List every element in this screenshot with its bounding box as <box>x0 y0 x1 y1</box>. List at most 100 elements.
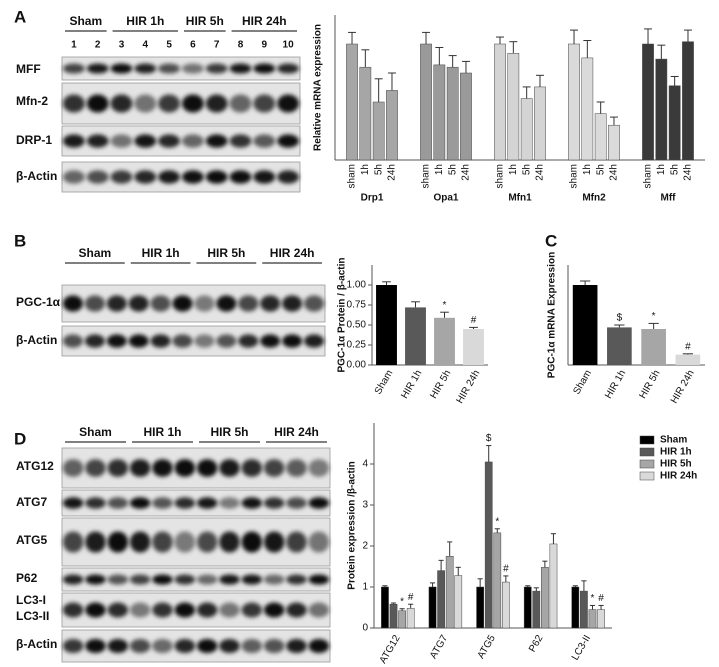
blot-band <box>308 638 330 654</box>
y-tick-label: 0 <box>362 623 368 634</box>
blot-band <box>107 497 129 509</box>
x-tick-label: Drp1 <box>361 193 384 204</box>
blot-band <box>277 63 300 74</box>
y-tick-label: 0.75 <box>347 300 367 311</box>
blot-band <box>253 63 276 74</box>
blot-band <box>62 497 84 509</box>
x-tick-label: Sham <box>373 368 396 396</box>
blot-band <box>241 497 263 509</box>
blot-band <box>86 134 109 148</box>
bar-label: sham <box>643 164 654 188</box>
bar-label: sham <box>347 164 358 188</box>
blot-band <box>128 295 149 312</box>
bar <box>641 329 666 365</box>
bar <box>534 86 546 161</box>
blot-band <box>238 334 259 348</box>
blot-band <box>241 531 263 553</box>
panel-label: D <box>14 429 26 448</box>
blot-band <box>194 295 215 312</box>
bar <box>346 43 358 161</box>
bar <box>389 603 398 629</box>
blot-strip <box>61 517 331 567</box>
bar <box>655 58 668 161</box>
blot-band <box>152 602 173 618</box>
blot-band <box>62 63 85 74</box>
blot-band <box>174 497 196 509</box>
blot-strip <box>61 592 331 628</box>
blot-row-label: β-Actin <box>16 637 57 651</box>
bar <box>572 285 598 365</box>
bar-label: sham <box>495 164 506 188</box>
y-tick-label: 4 <box>362 459 368 470</box>
blot-band <box>308 497 330 509</box>
panel-label: B <box>14 231 26 250</box>
annotation: * <box>495 516 499 527</box>
blot-row-label: LC3-II <box>16 609 49 623</box>
bar <box>434 317 455 365</box>
blot-band <box>134 63 157 74</box>
blot-band <box>134 94 157 113</box>
blot-band <box>62 638 84 654</box>
annotation: * <box>591 593 595 604</box>
bar <box>594 113 607 161</box>
legend-swatch <box>639 447 655 457</box>
blot-band <box>107 459 129 477</box>
legend-swatch <box>639 435 655 445</box>
blot-band <box>181 94 204 113</box>
bar <box>493 532 502 629</box>
bar-label: 24h <box>609 164 620 181</box>
bar <box>463 329 484 365</box>
x-tick-label: Mfn1 <box>508 193 532 204</box>
blot-band <box>229 94 252 113</box>
blot-band <box>277 170 300 184</box>
blot-band <box>134 134 157 148</box>
blot-band <box>216 334 237 348</box>
blot-band <box>174 602 196 618</box>
blot-group-label: HIR 1h <box>126 14 164 28</box>
blot-band <box>219 459 240 477</box>
blot-band <box>107 531 129 553</box>
bar <box>476 586 484 629</box>
bar <box>494 43 506 161</box>
annotation: * <box>443 300 447 311</box>
blot-group-label: HIR 24h <box>270 246 315 260</box>
x-tick-label: HIR 24h <box>669 368 697 405</box>
blot-group-label: Sham <box>79 246 112 260</box>
blot-band <box>62 459 84 477</box>
bar <box>580 590 588 629</box>
blot-band <box>263 602 285 618</box>
y-axis-label: PGC-1α mRNA Expression <box>547 252 558 378</box>
bar <box>405 307 426 365</box>
blot-band <box>219 602 240 618</box>
bar-label: 1h <box>434 164 445 175</box>
bar <box>608 124 620 161</box>
blot-band <box>85 497 106 509</box>
panel-label: C <box>545 231 557 250</box>
blot-band <box>260 334 281 348</box>
bar <box>549 543 558 629</box>
blot-band <box>181 134 204 148</box>
bar <box>581 57 594 161</box>
blot-band <box>253 134 276 148</box>
x-tick-label: HIR 1h <box>399 368 424 400</box>
bar <box>607 327 632 365</box>
bar-label: 24h <box>535 164 546 181</box>
blot-band <box>107 574 129 585</box>
bar <box>420 43 432 161</box>
bar <box>437 570 445 629</box>
blot-strip <box>61 567 331 592</box>
y-tick-label: 1 <box>362 582 368 593</box>
lane-number: 8 <box>238 40 244 51</box>
blot-band <box>196 459 218 477</box>
blot-row-label: ATG5 <box>16 533 47 547</box>
blot-band <box>85 459 106 477</box>
y-axis-label: Protein expression /β-actin <box>347 461 358 589</box>
lane-number: 3 <box>119 40 125 51</box>
panel-label: A <box>14 7 26 26</box>
blot-band <box>152 459 173 477</box>
blot-group-label: Sham <box>79 425 112 439</box>
x-tick-label: ATG7 <box>428 633 450 661</box>
blot-band <box>308 574 330 585</box>
annotation: * <box>652 311 656 322</box>
blot-row-label: β-Actin <box>16 169 57 183</box>
